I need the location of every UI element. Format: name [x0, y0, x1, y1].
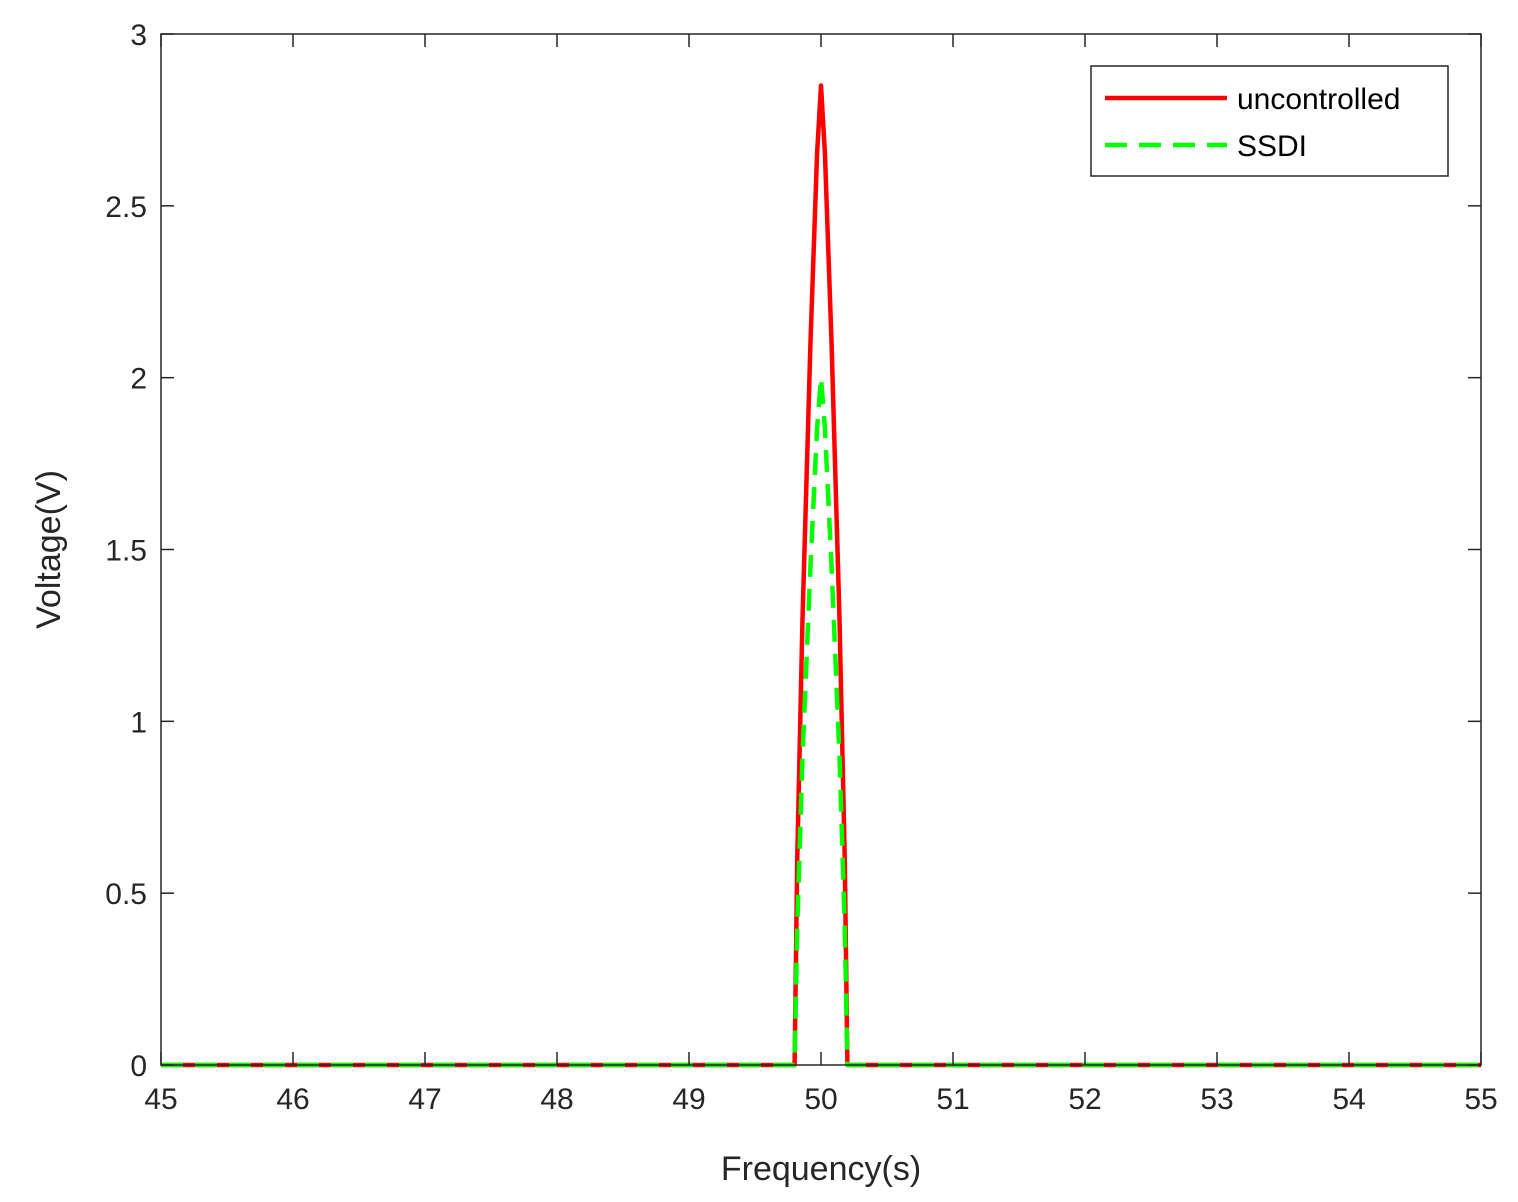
y-tick-label: 0 [130, 1050, 147, 1083]
y-tick-label: 1.5 [105, 535, 147, 568]
x-tick-label: 54 [1332, 1083, 1365, 1116]
y-axis-label: Voltage(V) [30, 470, 68, 629]
x-tick-label: 52 [1068, 1083, 1101, 1116]
x-axis-ticks: 45 46 47 48 49 50 51 52 53 54 55 [144, 34, 1498, 1116]
y-tick-label: 1 [130, 706, 147, 739]
legend: uncontrolled SSDI [1090, 65, 1449, 177]
x-tick-label: 53 [1200, 1083, 1233, 1116]
x-tick-label: 50 [804, 1083, 837, 1116]
plot-background [161, 34, 1481, 1065]
plot-area [161, 34, 1481, 1065]
y-axis-ticks: 0 0.5 1 1.5 2 2.5 3 [105, 19, 1481, 1083]
x-tick-label: 49 [672, 1083, 705, 1116]
x-tick-label: 45 [144, 1083, 177, 1116]
y-tick-label: 2.5 [105, 191, 147, 224]
y-tick-label: 0.5 [105, 878, 147, 911]
legend-label-ssdi: SSDI [1237, 130, 1307, 163]
x-axis-label: Frequency(s) [721, 1150, 921, 1188]
x-tick-label: 48 [540, 1083, 573, 1116]
series-layer [161, 83, 1481, 1068]
series-line-ssdi [161, 375, 1481, 1068]
x-tick-label: 47 [408, 1083, 441, 1116]
y-tick-label: 3 [130, 19, 147, 52]
legend-box [1090, 65, 1449, 177]
y-tick-label: 2 [130, 363, 147, 396]
x-tick-label: 46 [276, 1083, 309, 1116]
x-tick-label: 51 [936, 1083, 969, 1116]
legend-label-uncontrolled: uncontrolled [1237, 83, 1400, 116]
x-tick-label: 55 [1464, 1083, 1497, 1116]
